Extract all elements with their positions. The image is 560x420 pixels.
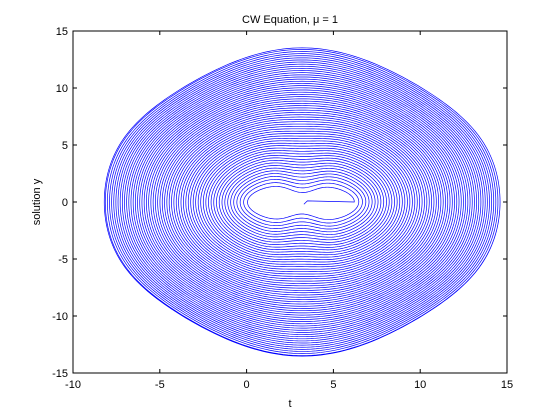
x-axis-ticks: -10 -5 0 5 10 15 [65, 31, 513, 391]
y-tick-label: -10 [52, 311, 68, 323]
y-axis-label: solution y [31, 178, 43, 225]
y-tick-label: 10 [56, 83, 68, 95]
solution-spiral-line [103, 47, 501, 357]
x-axis-label: t [288, 398, 291, 410]
series-layer [103, 47, 501, 357]
y-tick-label: 0 [62, 197, 68, 209]
x-tick-label: 15 [501, 379, 513, 391]
x-tick-label: -10 [65, 379, 81, 391]
chart-title: CW Equation, μ = 1 [242, 14, 338, 26]
x-tick-label: 5 [330, 379, 336, 391]
y-tick-label: 15 [56, 26, 68, 38]
x-tick-label: -5 [155, 379, 165, 391]
y-tick-label: 5 [62, 140, 68, 152]
y-axis-ticks: -15 -10 -5 0 5 10 15 [52, 26, 507, 380]
y-tick-label: -15 [52, 368, 68, 380]
plot-area [73, 31, 507, 373]
x-tick-label: 0 [244, 379, 250, 391]
x-tick-label: 10 [414, 379, 426, 391]
y-tick-label: -5 [58, 254, 68, 266]
